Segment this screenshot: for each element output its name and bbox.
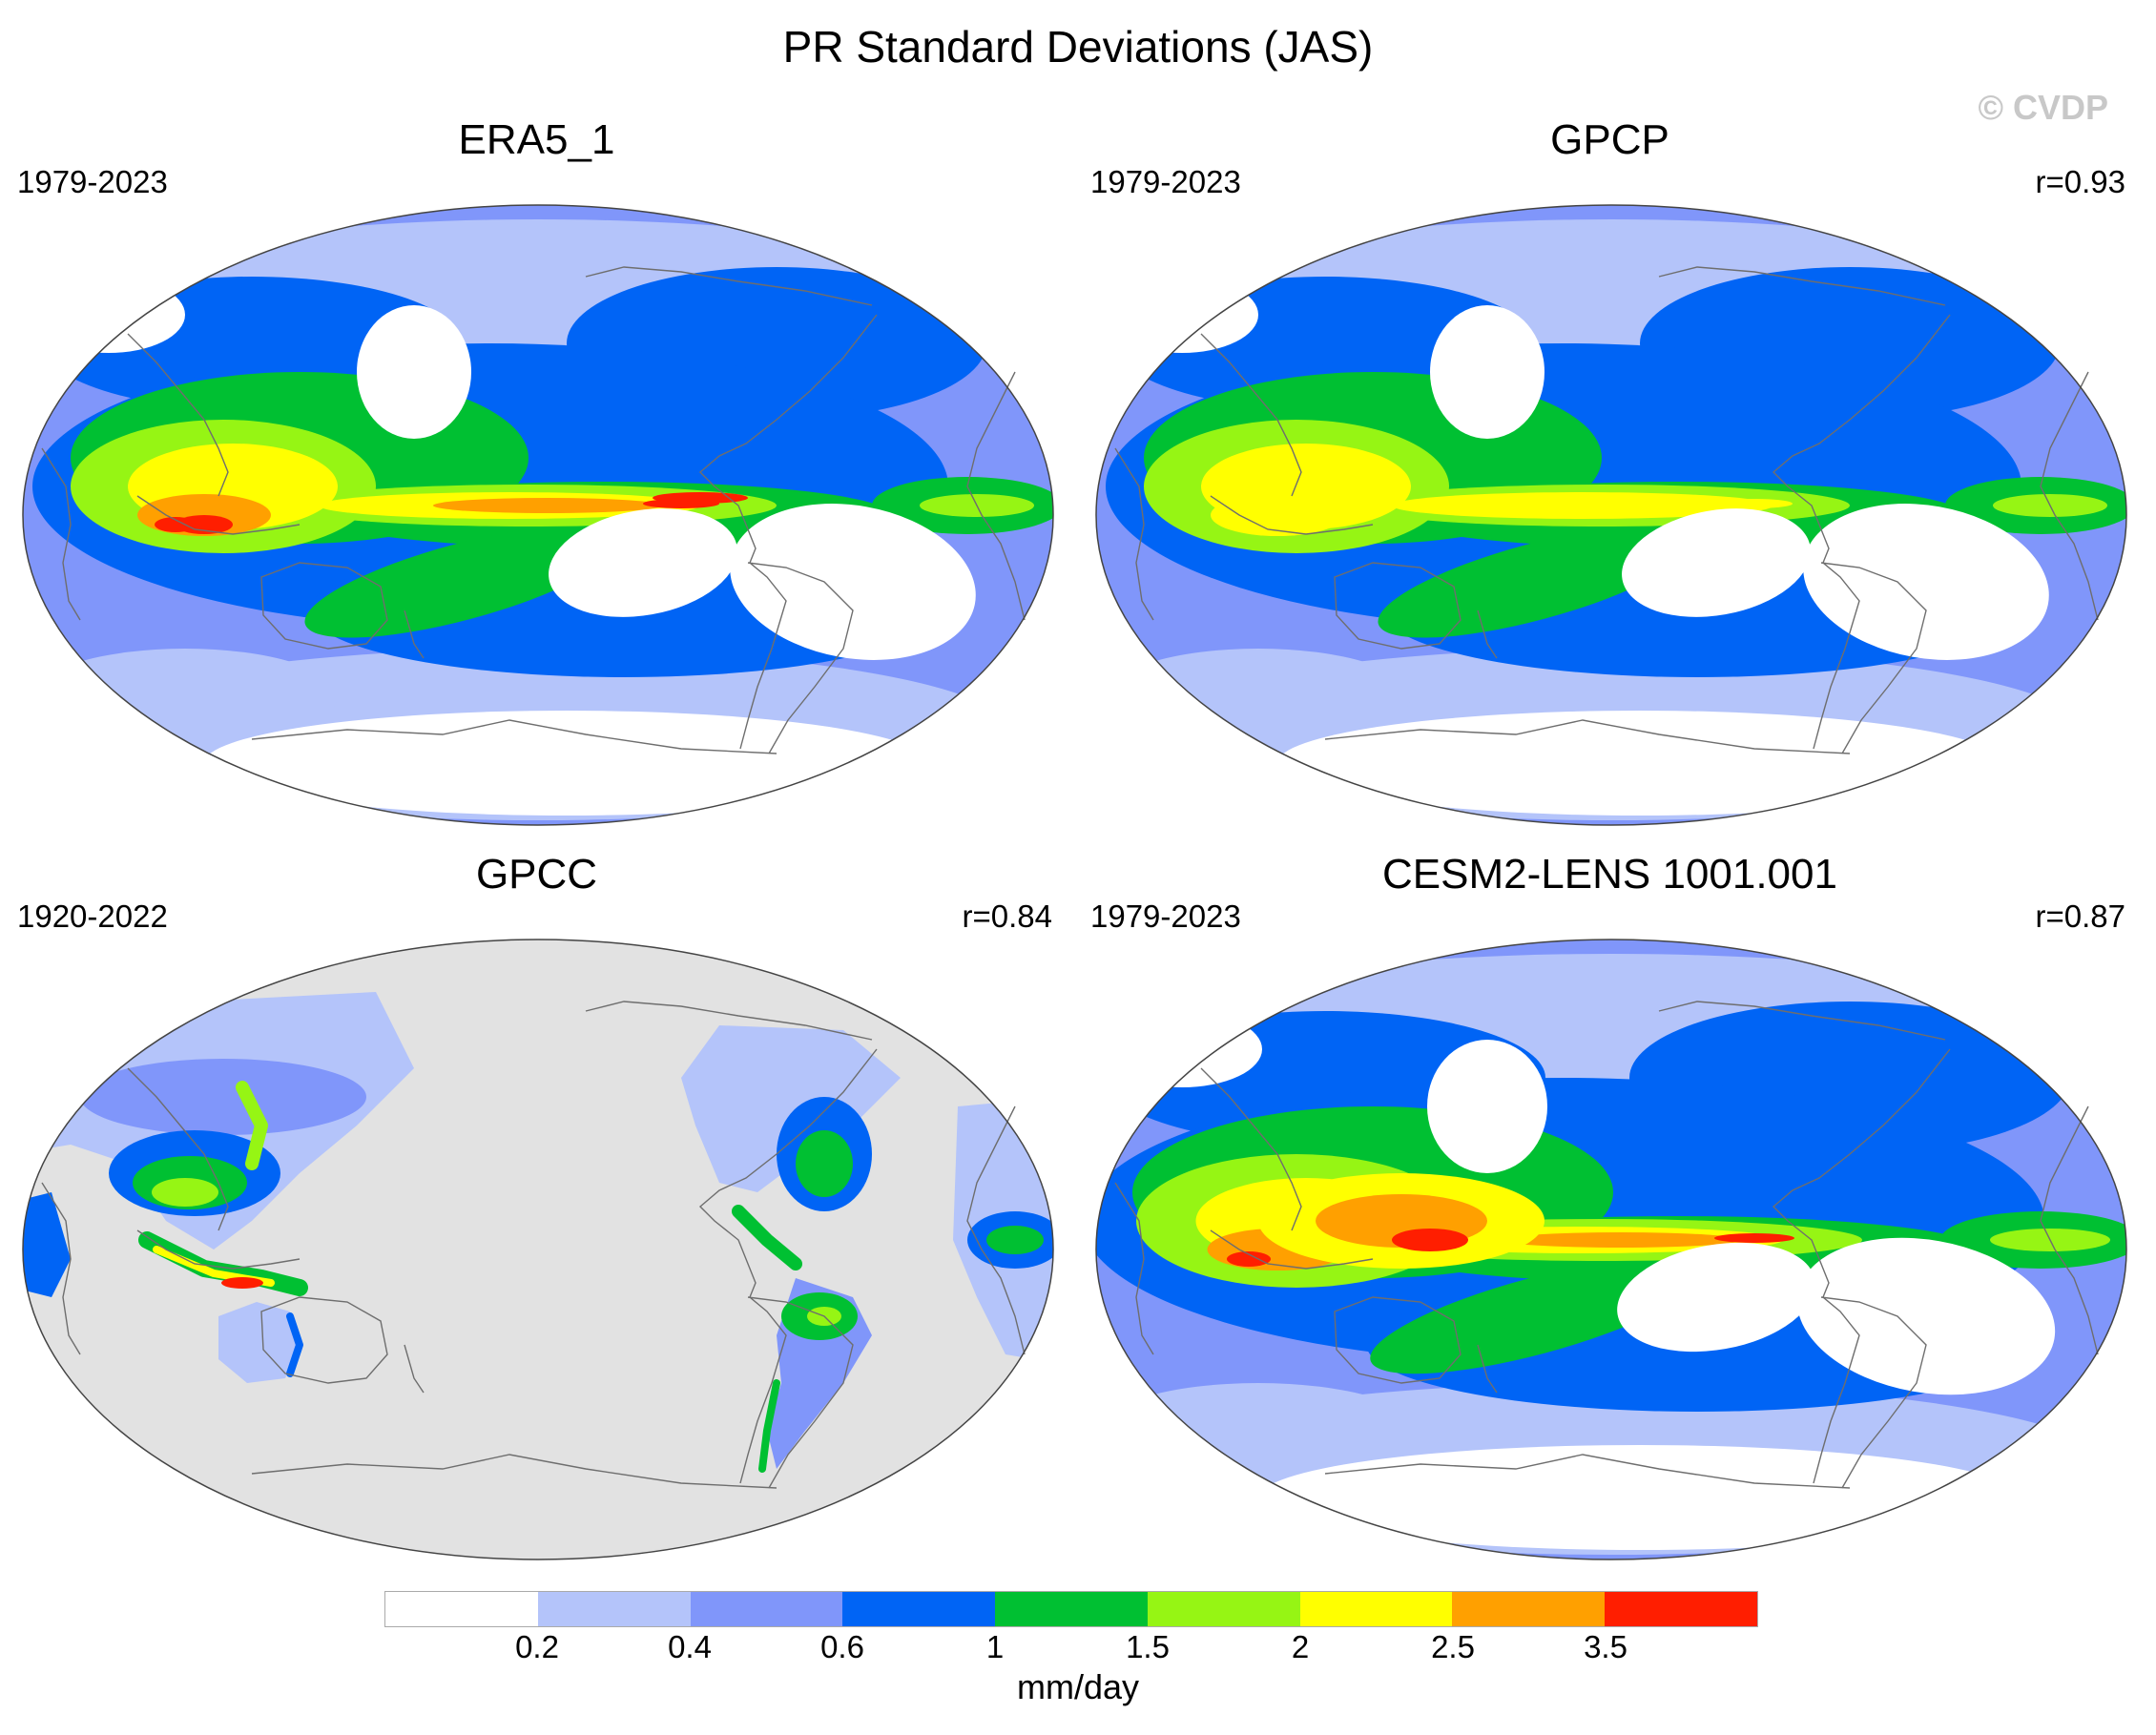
panel-years: 1920-2022 [17, 898, 168, 934]
colorbar-tick-label: 1.5 [1126, 1629, 1170, 1664]
colorbar-box [1147, 1592, 1300, 1626]
map-era5 [22, 204, 1054, 826]
colorbar-box [1299, 1592, 1453, 1626]
colorbar-tick-label: 2.5 [1431, 1629, 1475, 1664]
colorbar-box [1452, 1592, 1606, 1626]
colorbar-tick-label: 0.6 [820, 1629, 864, 1664]
panel-title: ERA5_1 [458, 116, 615, 163]
panel-years: 1979-2023 [1090, 898, 1241, 934]
panel-years: 1979-2023 [1090, 164, 1241, 199]
coastlines [41, 266, 1026, 754]
precip-field [23, 205, 1053, 825]
panel-gpcc: GPCC 1920-2022 r=0.84 [0, 841, 1073, 1566]
panel-title: GPCP [1550, 116, 1669, 163]
figure-title: PR Standard Deviations (JAS) [782, 22, 1374, 72]
map-gpcp [1095, 204, 2127, 826]
panel-cesm2: CESM2-LENS 1001.001 1979-2023 r=0.87 [1073, 841, 2146, 1566]
coastlines [1114, 266, 2099, 754]
panel-correlation: r=0.93 [2035, 164, 2126, 199]
colorbar-unit: mm/day [1016, 1667, 1140, 1706]
map-cesm2 [1095, 939, 2127, 1560]
map-frame [22, 204, 1054, 826]
precip-field [1096, 940, 2126, 1559]
colorbar-box [537, 1592, 691, 1626]
map-frame [1095, 204, 2127, 826]
colorbar-box [385, 1592, 538, 1626]
panel-correlation: r=0.87 [2035, 898, 2126, 934]
coastlines [1114, 1001, 2099, 1489]
colorbar-box [690, 1592, 843, 1626]
precip-field [1096, 205, 2126, 825]
panel-correlation: r=0.84 [962, 898, 1053, 934]
colorbar-tick-label: 3.5 [1584, 1629, 1627, 1664]
precip-field [23, 940, 1053, 1559]
panel-title: GPCC [475, 851, 598, 898]
colorbar-tick-label: 0.4 [668, 1629, 712, 1664]
map-gpcc [22, 939, 1054, 1560]
panel-era5: ERA5_1 1979-2023 [0, 107, 1073, 832]
colorbar-box [842, 1592, 996, 1626]
panel-years: 1979-2023 [17, 164, 168, 199]
panel-gpcp: GPCP 1979-2023 r=0.93 [1073, 107, 2146, 832]
panel-title: CESM2-LENS 1001.001 [1382, 851, 1837, 898]
map-frame [1095, 939, 2127, 1560]
colorbar-box [1605, 1592, 1758, 1626]
colorbar-box [995, 1592, 1148, 1626]
colorbar-tick-label: 0.2 [515, 1629, 559, 1664]
colorbar-tick-label: 1 [985, 1629, 1005, 1664]
cvdp-watermark: © CVDP [1978, 88, 2108, 127]
colorbar [384, 1591, 1758, 1627]
colorbar-tick-label: 2 [1291, 1629, 1310, 1664]
coastlines [41, 1001, 1026, 1489]
map-frame [22, 939, 1054, 1560]
